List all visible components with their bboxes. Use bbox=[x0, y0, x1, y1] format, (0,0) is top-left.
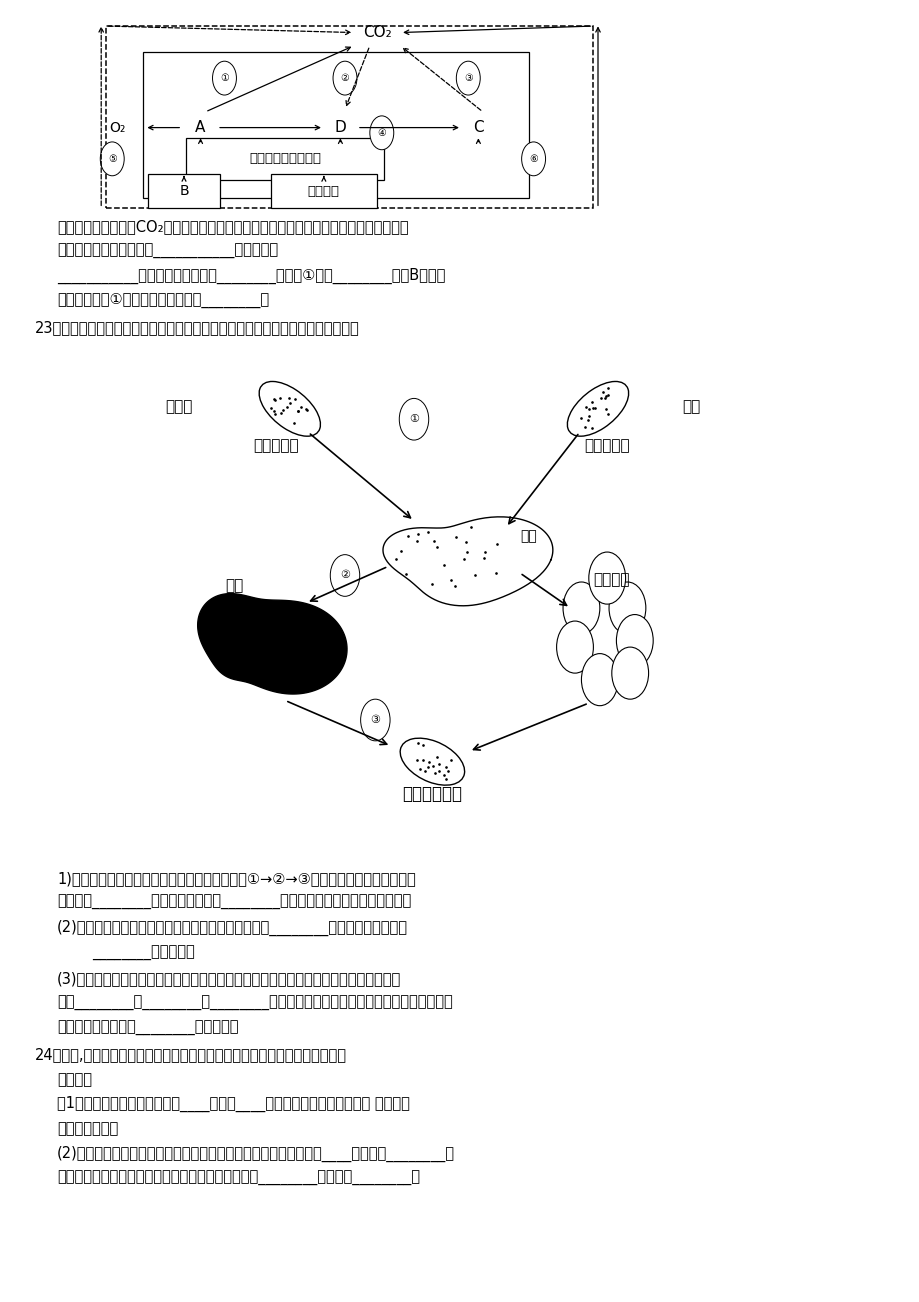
Text: 若要采集大量的甲螨作为标本保存，最好选择吸虫器________，理由是________。: 若要采集大量的甲螨作为标本保存，最好选择吸虫器________，理由是_____… bbox=[57, 1170, 420, 1186]
Bar bbox=[148, 174, 220, 208]
Text: 型微生物，则①过程用方程式表示为________。: 型微生物，则①过程用方程式表示为________。 bbox=[57, 293, 269, 309]
Text: 血管: 血管 bbox=[682, 398, 700, 414]
Bar bbox=[142, 52, 528, 198]
Text: 24．跳虫,甲螨和线虫是土壤中的主要动物类群，对动植物的分解起重要作用。: 24．跳虫,甲螨和线虫是土壤中的主要动物类群，对动植物的分解起重要作用。 bbox=[35, 1047, 346, 1062]
Text: CO₂: CO₂ bbox=[362, 25, 391, 40]
Ellipse shape bbox=[567, 381, 628, 436]
Circle shape bbox=[581, 654, 618, 706]
Circle shape bbox=[611, 647, 648, 699]
Ellipse shape bbox=[259, 381, 320, 436]
Text: (3)胰腔中调控血糖水平的主要激素的化学本质是蛋白质或多肽，它们的合成和加工过程: (3)胰腔中调控血糖水平的主要激素的化学本质是蛋白质或多肽，它们的合成和加工过程 bbox=[57, 971, 401, 987]
Circle shape bbox=[562, 582, 599, 634]
Text: ③: ③ bbox=[463, 73, 472, 83]
Text: ⑥: ⑥ bbox=[528, 154, 538, 164]
Text: （1）由于跳虫和甲螨活动能力____，身体____，不适合用手直接捕捉，常 采用吸虫: （1）由于跳虫和甲螨活动能力____，身体____，不适合用手直接捕捉，常 采用… bbox=[57, 1096, 410, 1112]
Bar bbox=[186, 138, 384, 180]
Text: O₂: O₂ bbox=[109, 121, 126, 134]
Text: 请回答：: 请回答： bbox=[57, 1072, 92, 1087]
Text: B: B bbox=[179, 185, 188, 198]
Text: 动植物遗体和排泄物: 动植物遗体和排泄物 bbox=[249, 152, 321, 165]
Text: 要机理是________分泌增多，促进了________分解成葡萄糖，使血糖水平升高。: 要机理是________分泌增多，促进了________分解成葡萄糖，使血糖水平… bbox=[57, 894, 411, 910]
Text: 油脂细胞: 油脂细胞 bbox=[593, 572, 630, 587]
Text: D: D bbox=[335, 120, 346, 135]
Text: A: A bbox=[195, 120, 206, 135]
Text: 高血糖状态: 高血糖状态 bbox=[584, 437, 630, 453]
Text: 需要________、________和________等细胞器直接参与。激素合成时所需的能量，主: 需要________、________和________等细胞器直接参与。激素合… bbox=[57, 996, 452, 1012]
Bar bbox=[106, 26, 593, 208]
Circle shape bbox=[608, 582, 645, 634]
Text: ___________。图中所缺的简头是________。图中①表示________，若B是需氧: ___________。图中所缺的简头是________。图中①表示______… bbox=[57, 268, 445, 284]
Bar bbox=[270, 174, 377, 208]
Circle shape bbox=[399, 398, 428, 440]
Circle shape bbox=[556, 621, 593, 673]
Text: 煤、石油: 煤、石油 bbox=[308, 185, 339, 198]
Text: 正常血糖状态: 正常血糖状态 bbox=[402, 785, 462, 803]
Circle shape bbox=[616, 615, 652, 667]
Text: (2)先要采集大量的跳虫用于实验室培养，最好选择下图中的吸虫器____，理由是________。: (2)先要采集大量的跳虫用于实验室培养，最好选择下图中的吸虫器____，理由是_… bbox=[57, 1146, 455, 1161]
Circle shape bbox=[212, 61, 236, 95]
Text: 葡萄糖: 葡萄糖 bbox=[165, 398, 193, 414]
Circle shape bbox=[588, 552, 625, 604]
Polygon shape bbox=[198, 594, 346, 694]
Text: 北方冬季供暖地区的CO₂浓度夏季下降，冬季明显上升，从图中碳循环角度分析这种差异: 北方冬季供暖地区的CO₂浓度夏季下降，冬季明显上升，从图中碳循环角度分析这种差异 bbox=[57, 219, 408, 234]
Circle shape bbox=[369, 116, 393, 150]
Circle shape bbox=[100, 142, 124, 176]
Text: ________分泌减少。: ________分泌减少。 bbox=[92, 945, 195, 961]
Polygon shape bbox=[382, 517, 552, 605]
Text: 低血糖状态: 低血糖状态 bbox=[253, 437, 299, 453]
Text: 的原因有两个：一是夏季___________；二是冬季: 的原因有两个：一是夏季___________；二是冬季 bbox=[57, 243, 278, 259]
Text: 器等进行采集。: 器等进行采集。 bbox=[57, 1121, 119, 1137]
Text: 1)当机体处于低血糖状态时，如果机体通过途径①→②→③使血糖水平恢复正常，其主: 1)当机体处于低血糖状态时，如果机体通过途径①→②→③使血糖水平恢复正常，其主 bbox=[57, 871, 415, 887]
Text: ②: ② bbox=[340, 570, 349, 581]
Text: ②: ② bbox=[340, 73, 349, 83]
Circle shape bbox=[521, 142, 545, 176]
Circle shape bbox=[330, 555, 359, 596]
Text: (2)如果机体长期处于高血糖状态，可能的原因是胰岛________细胞受损，导致体内: (2)如果机体长期处于高血糖状态，可能的原因是胰岛________细胞受损，导致… bbox=[57, 921, 408, 936]
Text: ⑤: ⑤ bbox=[108, 154, 117, 164]
Text: ①: ① bbox=[409, 414, 418, 424]
Text: 胰腔: 胰腔 bbox=[519, 530, 536, 543]
Text: C: C bbox=[472, 120, 483, 135]
Circle shape bbox=[360, 699, 390, 741]
Text: 要由细胞呼吸产生的________直接提供。: 要由细胞呼吸产生的________直接提供。 bbox=[57, 1021, 238, 1036]
Text: 23．血糖平衡对机体生命活动具有重要作用。如图是血糖调控模式图，据图回答：: 23．血糖平衡对机体生命活动具有重要作用。如图是血糖调控模式图，据图回答： bbox=[35, 320, 359, 336]
Text: 肝脏: 肝脏 bbox=[225, 578, 244, 594]
Circle shape bbox=[456, 61, 480, 95]
Text: ①: ① bbox=[220, 73, 229, 83]
Ellipse shape bbox=[400, 738, 464, 785]
Circle shape bbox=[333, 61, 357, 95]
Text: ④: ④ bbox=[377, 128, 386, 138]
Text: ③: ③ bbox=[370, 715, 380, 725]
